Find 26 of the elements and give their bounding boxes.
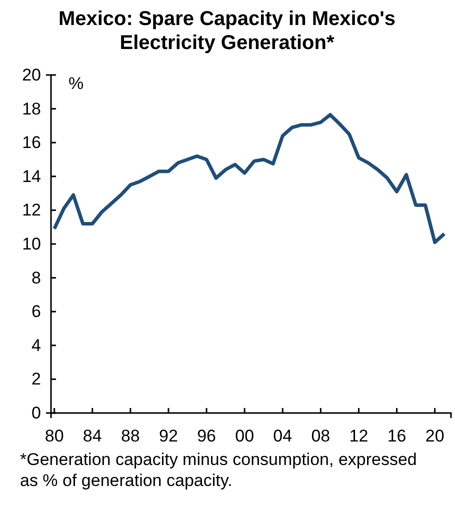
chart-title: Mexico: Spare Capacity in Mexico's Electricity Generation* bbox=[58, 8, 396, 54]
x-tick-label: 16 bbox=[387, 426, 406, 446]
x-tick-label: 00 bbox=[235, 426, 254, 446]
y-tick-label: 12 bbox=[22, 200, 41, 220]
y-tick-label: 18 bbox=[22, 99, 41, 118]
x-tick-label: 08 bbox=[311, 426, 330, 446]
x-tick-label: 88 bbox=[120, 426, 140, 446]
y-tick-label: 14 bbox=[22, 166, 41, 186]
y-tick-label: 16 bbox=[22, 133, 41, 152]
y-tick-label: 0 bbox=[32, 403, 41, 422]
y-tick-label: 6 bbox=[32, 302, 41, 322]
x-tick-label: 92 bbox=[159, 426, 178, 446]
y-tick-label: 8 bbox=[32, 268, 41, 288]
y-tick-label: 4 bbox=[32, 336, 41, 355]
line-series bbox=[52, 112, 446, 244]
text: *Generation capacity minus consumption, expressed as % of generation capacity. bbox=[20, 450, 417, 490]
x-tick-label: 04 bbox=[273, 426, 292, 446]
x-tick-label: 96 bbox=[197, 426, 216, 446]
y-tick-label: 20 bbox=[22, 65, 41, 84]
x-tick-label: 84 bbox=[82, 426, 102, 446]
x-tick-label: 80 bbox=[44, 426, 64, 446]
y-tick-label: 2 bbox=[32, 370, 41, 389]
x-tick-label: 12 bbox=[349, 426, 368, 446]
x-tick-label: 20 bbox=[425, 426, 444, 446]
y-tick-label: 10 bbox=[22, 234, 41, 254]
y-axis-title: % bbox=[68, 74, 84, 93]
